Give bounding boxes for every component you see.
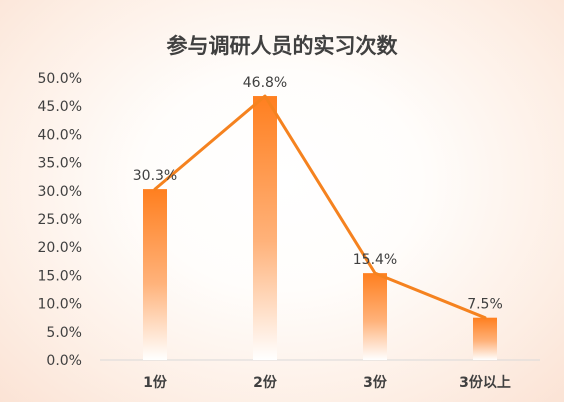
x-tick-label: 3份 (363, 374, 388, 391)
chart-title: 参与调研人员的实习次数 (166, 34, 398, 58)
bar (473, 317, 497, 360)
bar (363, 273, 387, 360)
bar (143, 189, 167, 360)
series-line (153, 94, 487, 320)
data-label: 46.8% (243, 75, 287, 91)
x-tick-label: 3份以上 (459, 374, 511, 391)
y-tick-label: 10.0% (38, 297, 82, 313)
x-tick-label: 1份 (143, 374, 168, 391)
data-label: 7.5% (467, 297, 503, 313)
y-tick-label: 30.0% (38, 184, 82, 200)
y-tick-label: 40.0% (38, 127, 82, 143)
bar (253, 96, 277, 360)
x-tick-label: 2份 (253, 374, 278, 391)
y-tick-label: 5.0% (46, 325, 82, 341)
y-tick-label: 0.0% (46, 353, 82, 369)
y-tick-label: 45.0% (38, 99, 82, 115)
y-tick-label: 20.0% (38, 240, 82, 256)
data-label: 30.3% (133, 168, 177, 184)
data-label: 15.4% (353, 252, 397, 268)
y-tick-label: 35.0% (38, 156, 82, 172)
y-tick-label: 50.0% (38, 71, 82, 87)
y-tick-label: 25.0% (38, 212, 82, 228)
y-tick-label: 15.0% (38, 268, 82, 284)
